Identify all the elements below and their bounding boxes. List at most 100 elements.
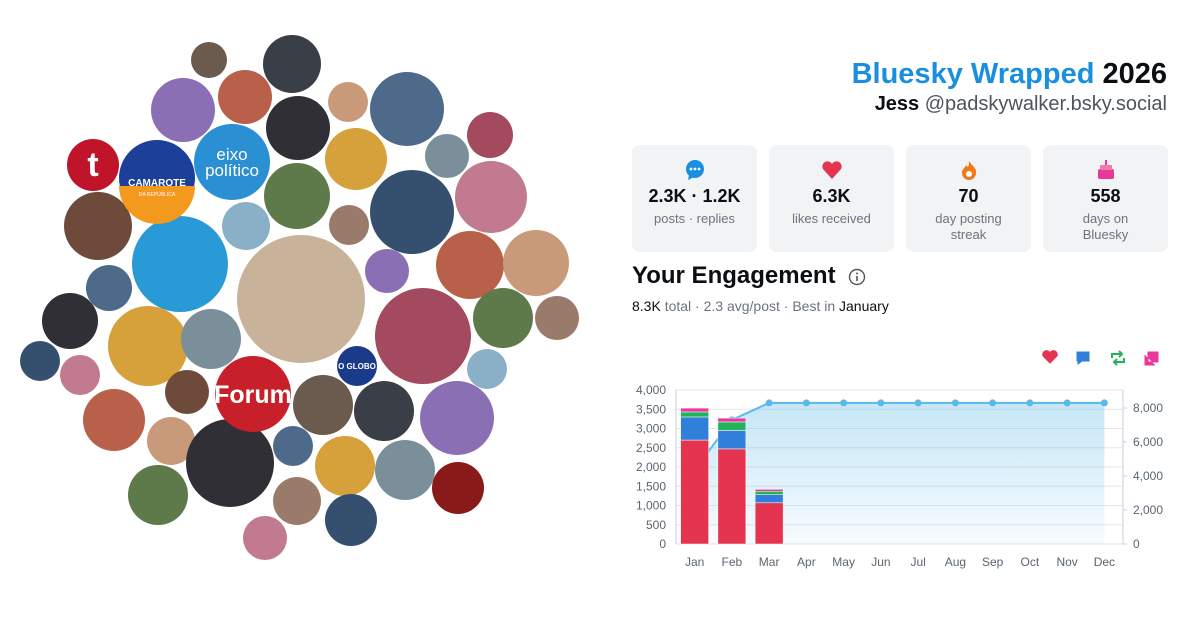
avatar[interactable] <box>365 249 409 293</box>
avatar[interactable] <box>455 161 527 233</box>
y2-tick-label: 4,000 <box>1133 469 1163 483</box>
title-year: 2026 <box>1102 58 1167 90</box>
avatar[interactable] <box>42 293 98 349</box>
avatar[interactable] <box>325 128 387 190</box>
avatar[interactable] <box>266 96 330 160</box>
bar <box>754 489 784 492</box>
avatar[interactable] <box>293 375 353 435</box>
legend-toggle[interactable] <box>1076 351 1090 365</box>
avatar[interactable] <box>325 494 377 546</box>
avatar[interactable] <box>273 477 321 525</box>
x-tick-label: Feb <box>722 555 743 569</box>
avatar[interactable] <box>436 231 504 299</box>
y-tick-label: 1,500 <box>636 479 666 493</box>
avatar[interactable] <box>375 288 471 384</box>
avatar[interactable] <box>467 112 513 158</box>
avatar-text: t <box>87 146 98 184</box>
summary-text: total · 2.3 avg/post · Best in <box>660 298 840 314</box>
avatar[interactable] <box>473 288 533 348</box>
avatar[interactable] <box>329 205 369 245</box>
avatar[interactable] <box>165 370 209 414</box>
avatar[interactable] <box>108 306 188 386</box>
y2-tick-label: 0 <box>1133 537 1140 551</box>
avatar[interactable] <box>263 35 321 93</box>
x-tick-label: Dec <box>1094 555 1115 569</box>
avatar[interactable] <box>315 436 375 496</box>
avatar[interactable] <box>215 356 291 432</box>
title-brand: Bluesky Wrapped <box>851 58 1095 90</box>
stat-card: 2.3K · 1.2K posts · replies <box>632 145 757 252</box>
stat-value: 70 <box>958 186 979 206</box>
avatar[interactable] <box>128 465 188 525</box>
avatar[interactable] <box>370 72 444 146</box>
stat-value: 6.3K <box>812 186 851 206</box>
avatar-text: Forum <box>214 381 292 409</box>
x-tick-label: Sep <box>982 555 1004 569</box>
point <box>840 399 848 407</box>
avatar[interactable] <box>425 134 469 178</box>
avatar[interactable] <box>186 419 274 507</box>
avatar[interactable] <box>147 417 195 465</box>
area <box>694 402 1105 544</box>
point <box>1100 399 1108 407</box>
bar <box>680 416 709 441</box>
avatar[interactable] <box>181 309 241 369</box>
avatar[interactable] <box>132 216 228 312</box>
avatar[interactable] <box>191 42 227 78</box>
stat-label: day posting streak <box>935 211 1002 242</box>
avatar[interactable] <box>218 70 272 124</box>
section-title: Your Engagement <box>632 262 866 290</box>
avatar[interactable] <box>86 265 132 311</box>
x-tick-label: Oct <box>1021 555 1040 569</box>
info-icon[interactable] <box>848 268 866 286</box>
point <box>989 399 997 407</box>
header: Bluesky Wrapped 2026 Jess @padskywalker.… <box>852 58 1167 116</box>
x-tick-label: Jul <box>910 555 925 569</box>
bar <box>717 448 747 545</box>
bar <box>754 491 784 495</box>
stat-card: 6.3K likes received <box>769 145 894 252</box>
avatar[interactable] <box>83 389 145 451</box>
user-name: Jess <box>874 93 920 115</box>
avatar[interactable] <box>194 124 270 200</box>
legend-toggle[interactable] <box>1042 350 1058 364</box>
legend-toggle[interactable] <box>1144 351 1159 366</box>
avatar[interactable] <box>503 230 569 296</box>
avatar[interactable] <box>467 349 507 389</box>
y-tick-label: 500 <box>646 518 666 532</box>
stat-label: posts · replies <box>654 211 735 226</box>
avatar-text: político <box>205 161 259 180</box>
y-tick-label: 0 <box>659 537 666 551</box>
avatar[interactable] <box>375 440 435 500</box>
avatar[interactable] <box>60 355 100 395</box>
avatar[interactable] <box>237 235 365 363</box>
stat-card: 558 days on Bluesky <box>1043 145 1168 252</box>
avatar[interactable] <box>273 426 313 466</box>
user-handle: @padskywalker.bsky.social <box>924 93 1167 115</box>
avatar[interactable] <box>337 346 377 386</box>
stat-label: likes received <box>792 211 871 226</box>
point <box>1063 399 1071 407</box>
avatar[interactable] <box>151 78 215 142</box>
point <box>951 399 959 407</box>
line <box>693 401 1105 471</box>
avatar-text: CAMAROTE <box>128 178 186 189</box>
avatar[interactable] <box>432 462 484 514</box>
avatar[interactable] <box>64 192 132 260</box>
y-tick-label: 2,000 <box>636 460 666 474</box>
avatar[interactable] <box>20 341 60 381</box>
legend-toggle[interactable] <box>1111 350 1125 366</box>
title: Bluesky Wrapped 2026 <box>852 58 1167 91</box>
avatar[interactable] <box>243 516 287 560</box>
avatar[interactable] <box>67 139 119 191</box>
avatar[interactable] <box>370 170 454 254</box>
avatar[interactable] <box>222 202 270 250</box>
avatar[interactable] <box>264 163 330 229</box>
x-tick-label: Apr <box>797 555 816 569</box>
avatar[interactable] <box>535 296 579 340</box>
engagement-chart: 0 500 1,000 1,500 2,000 2,500 3,000 3,500 4,000 0… <box>636 350 1163 569</box>
avatar[interactable] <box>354 381 414 441</box>
avatar[interactable] <box>420 381 494 455</box>
avatar[interactable] <box>328 82 368 122</box>
